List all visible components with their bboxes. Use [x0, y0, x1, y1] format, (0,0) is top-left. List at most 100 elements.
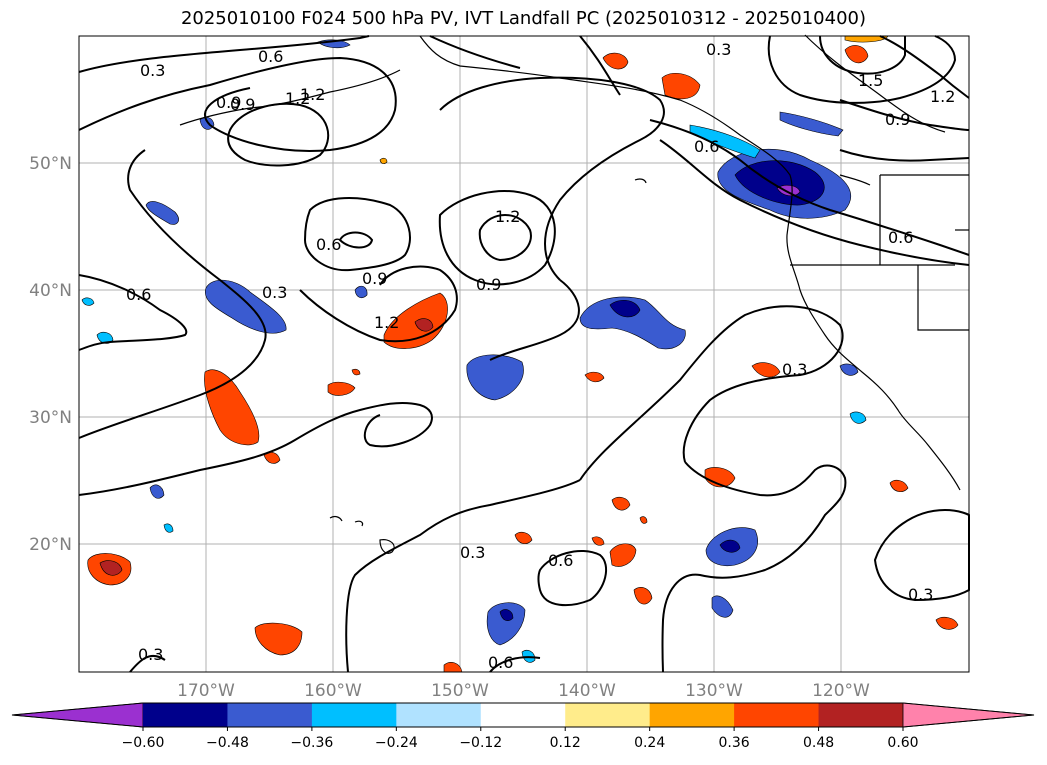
contour-label: 0.6 [316, 235, 341, 254]
shade-orange-tiny2 [351, 368, 361, 376]
shade-blue-mid [466, 354, 524, 401]
contour-label: 0.3 [262, 283, 287, 302]
colorbar-extend-high [902, 702, 1035, 728]
contour-label: 0.3 [460, 543, 485, 562]
colorbar: −0.60 −0.48 −0.36 −0.24 −0.12 0.12 0.24 0.36 0.4… [11, 702, 1035, 751]
colorbar-segment [565, 703, 651, 727]
map-frame [78, 35, 970, 673]
shade-orange-s8 [254, 622, 303, 656]
colorbar-tick-label: 0.24 [634, 735, 665, 751]
colorbar-segment [818, 703, 904, 727]
contour-label: 0.3 [706, 40, 731, 59]
shade-orange-small3 [584, 371, 605, 383]
shade-orange-s7 [633, 587, 653, 605]
shade-orange-s9 [935, 616, 959, 630]
coastlines [179, 34, 969, 554]
lon-label-170w: 170°W [177, 681, 235, 701]
colorbar-tick-label: 0.36 [719, 735, 750, 751]
lon-label-140w: 140°W [558, 681, 616, 701]
contour-label: 1.2 [285, 89, 310, 108]
shading-patches [81, 35, 959, 673]
lon-label-150w: 150°W [431, 681, 489, 701]
shade-blue-s4 [711, 595, 734, 618]
colorbar-segment [311, 703, 397, 727]
colorbar-segment [480, 703, 566, 727]
shade-orange-s6 [609, 543, 637, 567]
colorbar-tick-label: −0.48 [206, 735, 249, 751]
colorbar-segment [227, 703, 313, 727]
contour-label: 0.6 [258, 47, 283, 66]
shade-blue-w2 [204, 279, 287, 334]
shade-orange-tiny3 [639, 516, 648, 524]
shade-orange-east1 [751, 362, 781, 378]
shade-blue-ctr-small [354, 285, 368, 299]
shade-red-s1 [99, 560, 123, 576]
shade-blue-mid2 [579, 296, 686, 350]
shade-blue-w4 [96, 331, 114, 344]
contour-label: 1.2 [930, 87, 955, 106]
shade-blue-w3 [81, 297, 95, 306]
lat-label-30n: 30°N [29, 408, 72, 428]
contour-labels: 0.3 0.6 0.9 1.2 1.2 0.3 0.6 0.9 1.2 1.5 … [126, 40, 955, 672]
shade-navy-mid2 [609, 300, 641, 318]
contour-label: 0.9 [230, 95, 255, 114]
map-title: 2025010100 F024 500 hPa PV, IVT Landfall… [180, 8, 867, 29]
contour-label: 0.6 [126, 285, 151, 304]
shade-orange-a [602, 52, 629, 70]
shade-orange-s4 [889, 479, 909, 492]
contour-label: 0.6 [888, 228, 913, 247]
colorbar-tick-label: 0.12 [550, 735, 581, 751]
lat-label-40n: 40°N [29, 281, 72, 301]
shade-navy-s5 [499, 609, 514, 621]
colorbar-tick-label: 0.60 [887, 735, 918, 751]
contour-label: 0.9 [362, 269, 387, 288]
shade-orange-left [204, 369, 260, 446]
contour-label: 0.3 [138, 645, 163, 664]
lat-label-50n: 50°N [29, 154, 72, 174]
contour-label: 1.5 [858, 71, 883, 90]
colorbar-tick-label: −0.12 [459, 735, 502, 751]
shade-orange-tiny1 [379, 157, 388, 165]
lon-label-120w: 120°W [812, 681, 870, 701]
shade-blue-east2 [849, 411, 867, 424]
contour-label: 1.2 [300, 85, 325, 104]
colorbar-tick-label: −0.24 [375, 735, 418, 751]
lon-label-130w: 130°W [685, 681, 743, 701]
shade-blue-w1 [145, 201, 179, 225]
contour-label: 0.3 [782, 360, 807, 379]
shade-orange-c [844, 45, 869, 64]
lat-label-20n: 20°N [29, 535, 72, 555]
shade-blue-s5 [486, 602, 526, 646]
shade-orange-s5 [514, 531, 533, 544]
colorbar-tick-label: 0.48 [803, 735, 834, 751]
shade-blue-s1 [149, 484, 165, 499]
colorbar-tick-label: −0.60 [122, 735, 165, 751]
longitude-axis: 170°W 160°W 150°W 140°W 130°W 120°W [177, 681, 870, 701]
shade-orange-tiny4 [591, 536, 605, 546]
shade-navy-s3 [719, 539, 741, 553]
contour-label: 0.6 [488, 653, 513, 672]
contour-label: 0.3 [908, 585, 933, 604]
shade-ne-navy [734, 160, 825, 206]
contour-label: 0.9 [885, 110, 910, 129]
contour-label: 0.6 [548, 551, 573, 570]
contour-label: 0.9 [216, 93, 241, 112]
contour-label: 0.6 [694, 137, 719, 156]
colorbar-extend-low [11, 702, 144, 728]
shade-ne-purple [776, 184, 801, 197]
colorbar-segment [396, 703, 482, 727]
colorbar-segment [649, 703, 735, 727]
colorbar-segment [143, 703, 228, 727]
shade-blue-east1 [839, 363, 859, 376]
colorbar-tick-label: −0.36 [290, 735, 333, 751]
latitude-axis: 50°N 40°N 30°N 20°N [29, 154, 72, 555]
contour-label: 1.2 [374, 313, 399, 332]
lon-label-160w: 160°W [304, 681, 362, 701]
shade-red-center [414, 318, 434, 332]
map-background [79, 36, 969, 672]
contour-label: 0.9 [476, 275, 501, 294]
shade-blue-s2 [163, 523, 174, 533]
shade-orange-small1 [327, 381, 356, 396]
shade-ne-lightblue [779, 111, 844, 137]
